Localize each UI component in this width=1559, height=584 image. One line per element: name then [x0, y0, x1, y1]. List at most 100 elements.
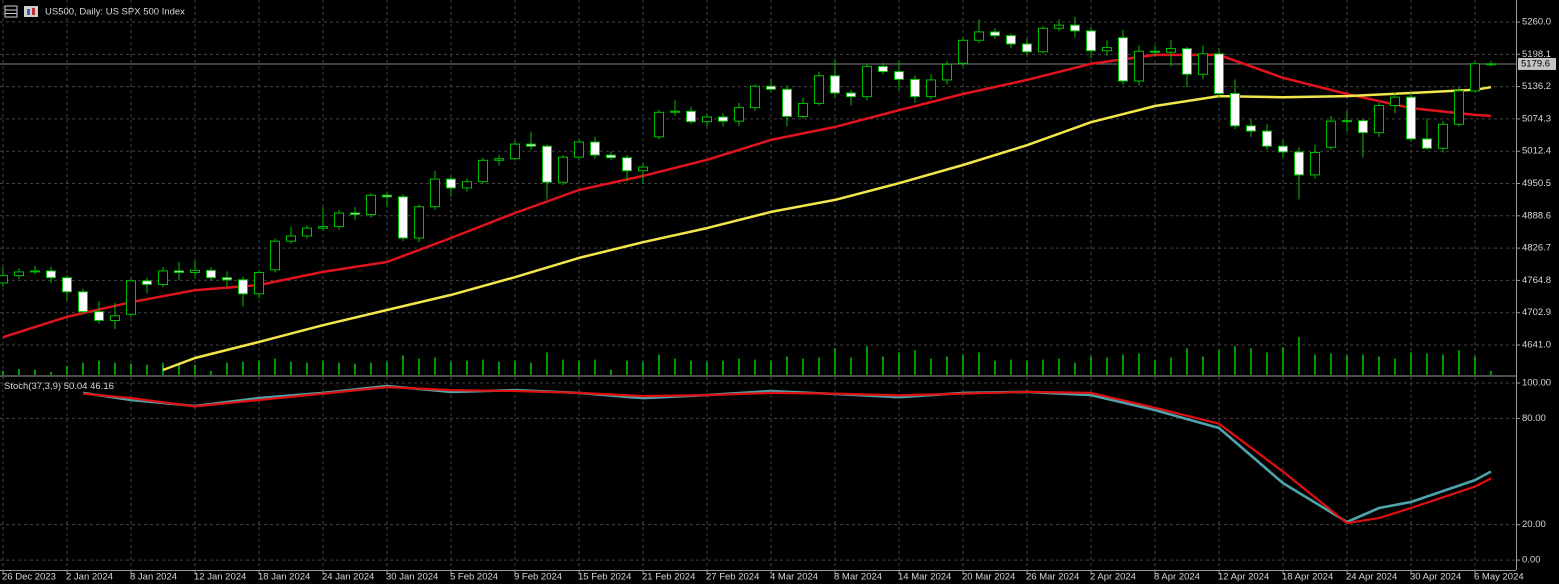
candle-body [718, 116, 728, 122]
y-tick-label: 5012.4 [1522, 146, 1551, 157]
candle-body [110, 315, 120, 321]
candle-body [430, 178, 440, 208]
x-tick-label: 20 Mar 2024 [962, 572, 1015, 583]
candle-body [542, 145, 552, 183]
y-tick-label: 4950.5 [1522, 178, 1551, 189]
indicator-value: 50.04 [64, 381, 88, 392]
y-tick-label: 4764.8 [1522, 275, 1551, 286]
icon [4, 5, 18, 18]
candle-body [414, 206, 424, 239]
candle-body [62, 277, 72, 293]
candle-body [606, 154, 616, 159]
candle-body [1454, 90, 1464, 125]
candle-body [398, 196, 408, 239]
candle-body [1438, 123, 1448, 149]
x-tick-label: 6 May 2024 [1474, 572, 1524, 583]
candle-body [78, 291, 88, 313]
indicator-line [82, 386, 1492, 525]
candle-body [526, 143, 536, 147]
x-tick-label: 2 Apr 2024 [1090, 572, 1136, 583]
x-tick-label: 18 Apr 2024 [1282, 572, 1333, 583]
candle-body [1182, 48, 1192, 75]
x-tick-label: 24 Jan 2024 [322, 572, 374, 583]
candle-body [878, 65, 888, 73]
candle-body [478, 159, 488, 183]
y-tick-label: 5074.3 [1522, 113, 1551, 124]
y-tick-label: 4888.6 [1522, 210, 1551, 221]
price-label-box [1518, 57, 1556, 70]
x-tick-label: 12 Apr 2024 [1218, 572, 1269, 583]
candle-body [1246, 125, 1256, 132]
candle-body [1470, 63, 1480, 92]
candle-body [1134, 50, 1144, 82]
candle-body [1054, 24, 1064, 29]
candle-body [1006, 35, 1016, 45]
price-pane [0, 16, 1496, 375]
icon [27, 9, 30, 15]
x-tick-label: 9 Feb 2024 [514, 572, 562, 583]
candle-body [958, 39, 968, 64]
candle-body [1086, 30, 1096, 52]
candle-body [350, 212, 360, 216]
chart-title: US500, Daily: US SPX 500 Index [45, 7, 185, 18]
candle-body [318, 226, 328, 229]
x-tick-label: 26 Dec 2023 [2, 572, 56, 583]
y-tick-label: 5198.1 [1522, 49, 1551, 60]
candle-body [14, 271, 24, 277]
y-tick-label: 4702.9 [1522, 307, 1551, 318]
candle-body [1022, 43, 1032, 53]
candle-body [590, 141, 600, 156]
x-tick-label: 5 Feb 2024 [450, 572, 498, 583]
candle-body [558, 156, 568, 183]
candle-body [1214, 53, 1224, 95]
x-tick-label: 8 Jan 2024 [130, 572, 177, 583]
candle-body [190, 269, 200, 273]
y-tick-label: 80.00 [1522, 413, 1546, 424]
candle-body [270, 240, 280, 271]
price-label: 5179.6 [1521, 58, 1550, 69]
candle-body [1278, 145, 1288, 153]
candle-body [1358, 120, 1368, 134]
axes: 5260.0 5198.1 5136.2 5074.3 5012.4 4950.5 4888… [2, 17, 1556, 583]
candle-body [926, 79, 936, 98]
candle-body [910, 78, 920, 98]
candle-body [1390, 96, 1400, 107]
candle-body [462, 181, 472, 189]
candle-body [366, 194, 376, 216]
y-tick-label: 4826.7 [1522, 243, 1551, 254]
candle-body [286, 235, 296, 242]
candle-body [334, 212, 344, 228]
candle-body [766, 85, 776, 90]
x-tick-label: 14 Mar 2024 [898, 572, 951, 583]
candle-body [46, 270, 56, 279]
x-tick-label: 27 Feb 2024 [706, 572, 759, 583]
candle-body [990, 31, 1000, 37]
candle-body [1150, 50, 1160, 53]
candle-body [446, 178, 456, 189]
candle-body [142, 280, 152, 285]
candle-body [174, 270, 184, 273]
x-tick-label: 8 Apr 2024 [1154, 572, 1200, 583]
candle-body [158, 270, 168, 285]
candle-body [638, 166, 648, 172]
candle-body [238, 279, 248, 295]
x-tick-label: 24 Apr 2024 [1346, 572, 1397, 583]
y-tick-label: 4641.0 [1522, 340, 1551, 351]
icon [24, 6, 38, 17]
x-tick-label: 4 Mar 2024 [770, 572, 818, 583]
indicator-label: Stoch(37,3,9) 50.04 46.16 [4, 381, 114, 392]
candle-body [1326, 120, 1336, 148]
candle-body [1406, 96, 1416, 140]
stoch-pane [82, 384, 1492, 525]
x-tick-label: 12 Jan 2024 [194, 572, 246, 583]
candle-body [1486, 63, 1496, 66]
candle-body [1230, 93, 1240, 127]
candle-body [670, 110, 680, 113]
candle-body [1070, 24, 1080, 32]
y-tick-label: 5136.2 [1522, 81, 1551, 92]
x-tick-label: 30 Apr 2024 [1410, 572, 1461, 583]
x-tick-label: 26 Mar 2024 [1026, 572, 1079, 583]
icon [32, 8, 35, 15]
candle-body [254, 271, 264, 295]
candle-body [1118, 37, 1128, 82]
